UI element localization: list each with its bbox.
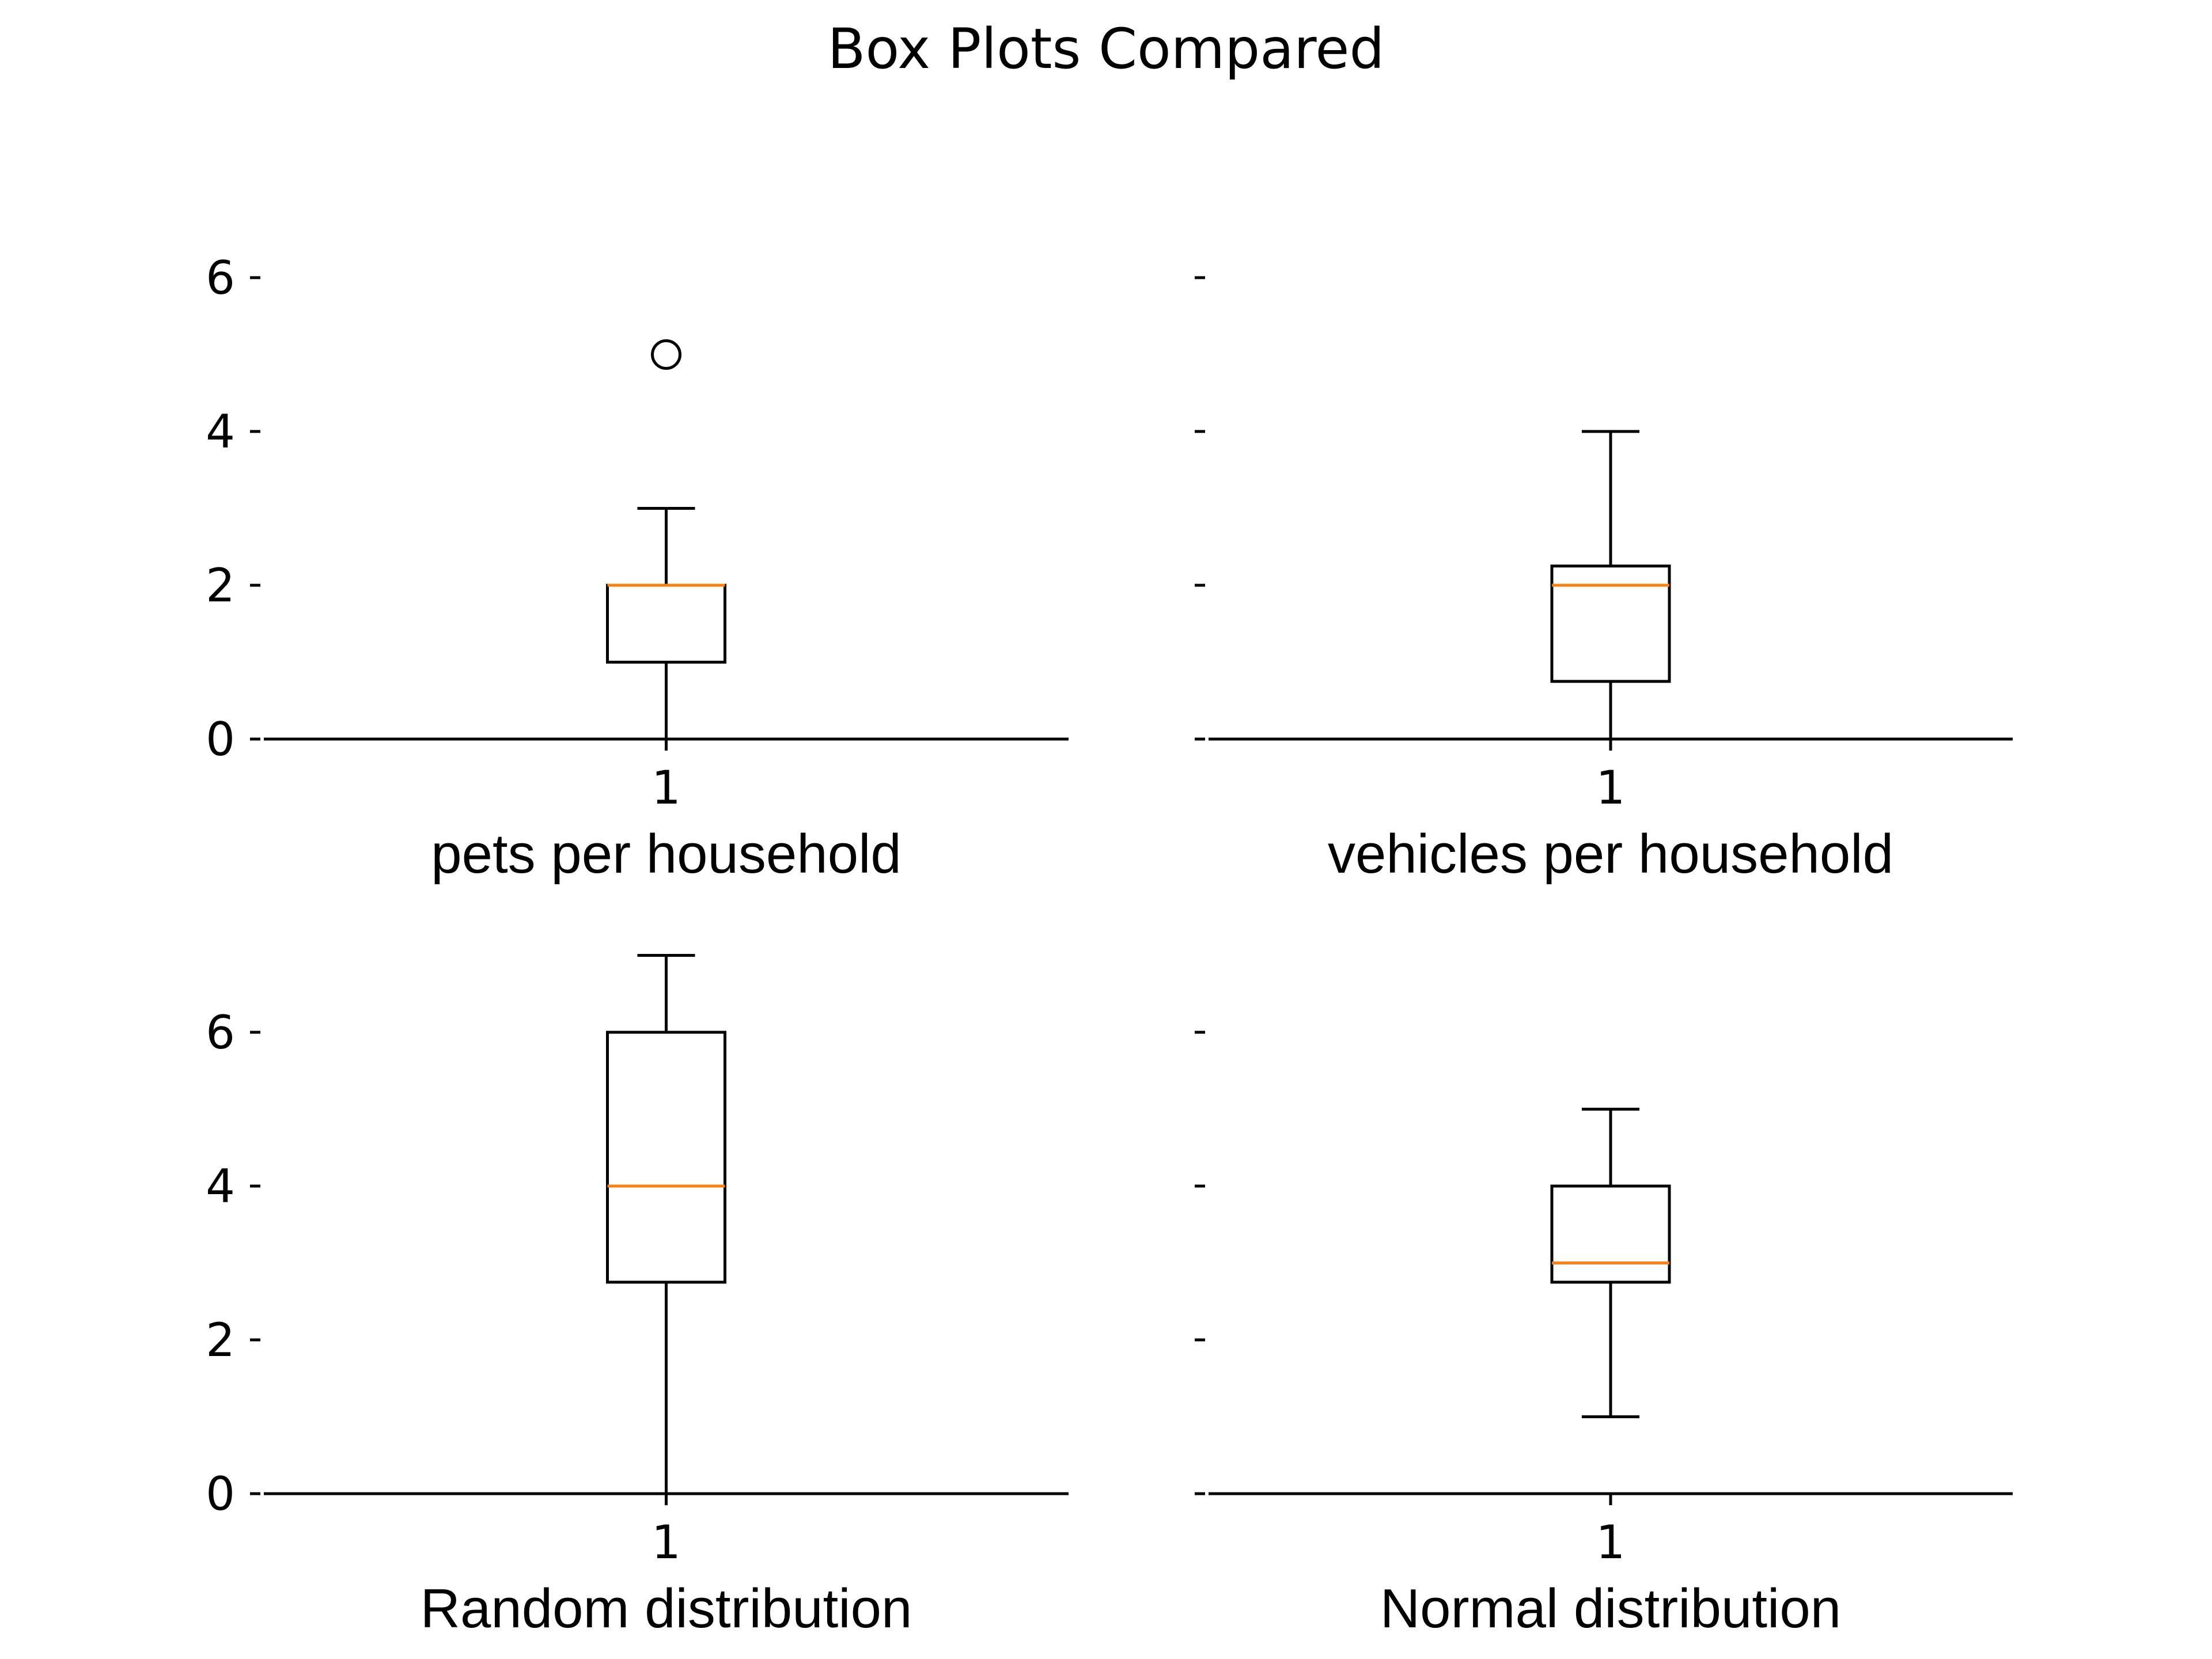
y-tick-label: 4 — [206, 405, 235, 459]
y-tick-label: 0 — [206, 1467, 235, 1521]
y-tick-label: 6 — [206, 1006, 235, 1059]
y-tick-label: 2 — [206, 559, 235, 612]
box-plot-panel: 0 2 4 6 1 pets per household — [206, 251, 1069, 885]
box-iqr — [606, 584, 726, 664]
x-tick-label: 1 — [652, 1516, 681, 1569]
outlier-point — [651, 339, 681, 370]
x-axis-label: Normal distribution — [1380, 1578, 1841, 1639]
box-iqr — [1550, 565, 1671, 683]
box-plot-panel: 1 vehicles per household — [1195, 276, 2013, 885]
x-tick-label: 1 — [1596, 1516, 1626, 1569]
box-iqr — [606, 1031, 726, 1284]
box-plot-panel: 0 2 4 6 1 Random distribution — [206, 954, 1069, 1639]
x-axis-label: vehicles per household — [1328, 823, 1893, 885]
box-iqr — [1550, 1184, 1671, 1284]
figure-title: Box Plots Compared — [828, 17, 1385, 81]
x-axis-label: Random distribution — [421, 1578, 912, 1639]
x-tick-label: 1 — [652, 761, 681, 815]
x-tick-label: 1 — [1596, 761, 1626, 815]
x-axis-label: pets per household — [431, 823, 902, 885]
y-tick-label: 4 — [206, 1160, 235, 1213]
y-tick-label: 2 — [206, 1313, 235, 1367]
box-plot-panel: 1 Normal distribution — [1195, 1031, 2013, 1639]
panels: 0 2 4 6 1 pets per household 1 vehicles per hou… — [206, 251, 2013, 1639]
y-tick-label: 0 — [206, 713, 235, 766]
y-tick-label: 6 — [206, 251, 235, 305]
